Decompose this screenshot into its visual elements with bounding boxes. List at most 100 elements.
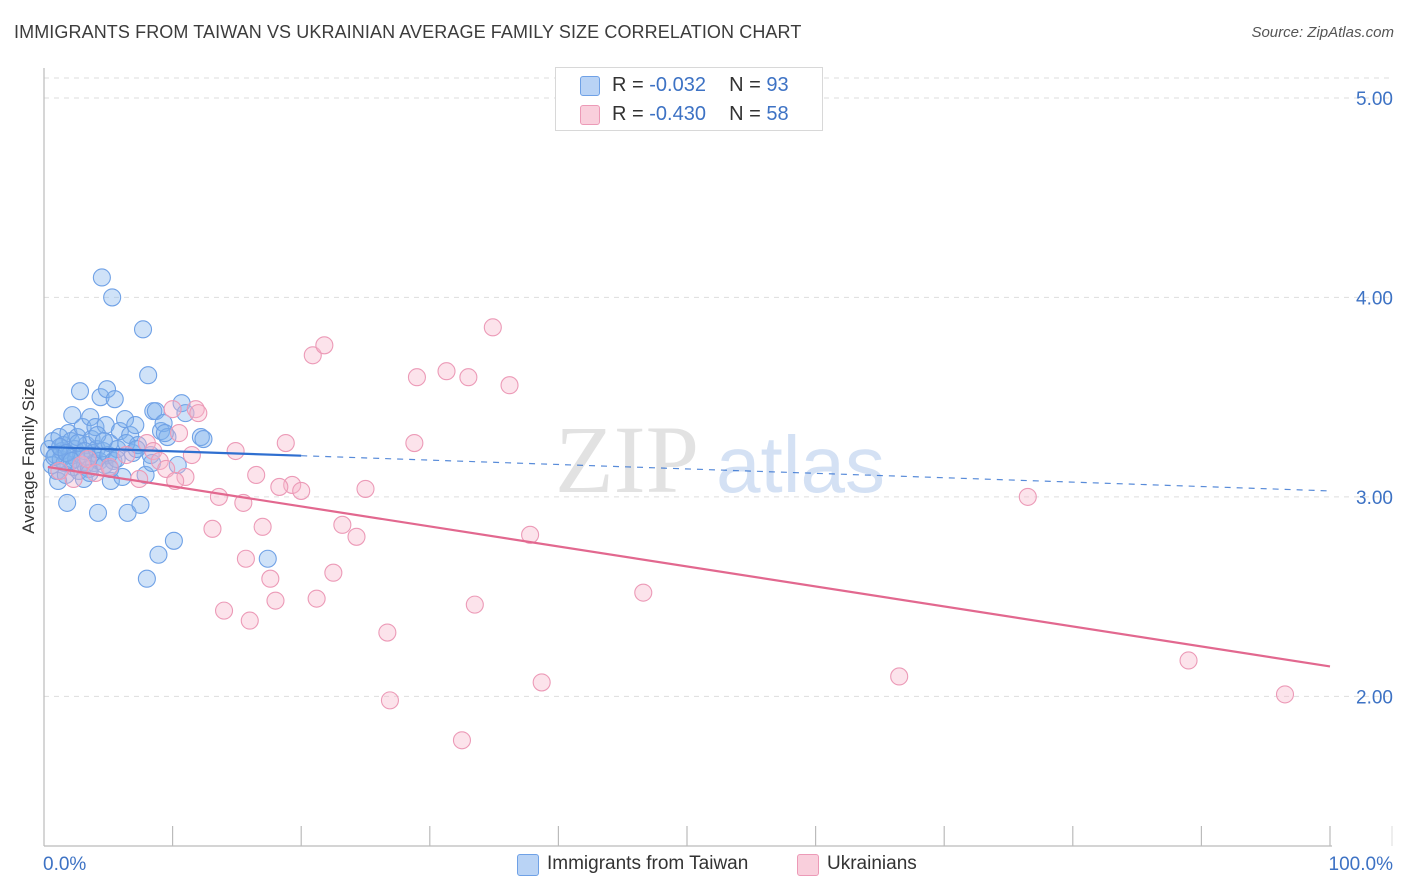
data-point (137, 569, 156, 588)
data-point (70, 382, 90, 401)
data-point (105, 390, 124, 409)
legend-swatch-taiwan (517, 854, 539, 876)
data-point (247, 465, 266, 485)
data-point (333, 515, 352, 534)
data-point (483, 318, 502, 337)
data-point (103, 288, 122, 307)
data-point (236, 549, 255, 568)
stats-swatch-taiwan (580, 76, 600, 96)
data-point (500, 376, 519, 395)
data-point (58, 493, 77, 512)
stats-r-value: -0.430 (649, 103, 706, 125)
stats-text-ukrainians: R = -0.430 N = 58 (612, 99, 789, 129)
data-point (164, 531, 183, 550)
data-point (1179, 651, 1198, 670)
data-point (292, 481, 311, 500)
watermark-zip: ZIP (555, 406, 699, 513)
data-point (97, 380, 117, 399)
data-point (131, 495, 150, 514)
data-point (380, 691, 399, 710)
watermark: ZIP atlas (555, 406, 885, 513)
data-point (1018, 487, 1037, 506)
stats-n-value: 93 (766, 74, 789, 96)
data-point (155, 424, 174, 443)
y-tick-label: 4.00 (1356, 288, 1393, 309)
y-axis-label: Average Family Size (19, 378, 38, 534)
watermark-atlas: atlas (716, 420, 885, 509)
x-tick-label: 100.0% (1329, 854, 1394, 875)
data-point (356, 479, 375, 498)
y-tick-label: 5.00 (1356, 89, 1393, 110)
data-point (94, 432, 113, 451)
data-point (324, 563, 343, 582)
tick-labels: 2.00 3.00 4.00 5.00 0.0% 100.0% (43, 89, 1393, 875)
trendline-ukrainians (47, 465, 1331, 668)
y-tick-label: 3.00 (1356, 488, 1393, 509)
data-point (63, 406, 82, 425)
data-point (191, 428, 210, 447)
data-point (1275, 685, 1295, 704)
legend-label-taiwan: Immigrants from Taiwan (547, 853, 749, 874)
data-point (133, 320, 153, 339)
data-point (266, 591, 285, 610)
stats-text-taiwan: R = -0.032 N = 93 (612, 70, 789, 100)
series-taiwan-points (40, 268, 277, 588)
trendline-taiwan-dashed (301, 455, 1331, 492)
data-point (226, 441, 245, 461)
data-point (115, 410, 135, 429)
axes (43, 68, 1393, 847)
data-point (378, 623, 397, 642)
y-tick-label: 2.00 (1356, 687, 1393, 708)
stats-box: R = -0.032 N = 93 R = -0.430 N = 58 (555, 67, 823, 131)
data-point (126, 416, 145, 435)
series-ukrainians-points (50, 318, 1295, 750)
grid-lines (44, 77, 1392, 697)
stats-n-label: N = (729, 103, 761, 125)
data-point (270, 477, 289, 496)
data-point (452, 731, 472, 750)
legend-swatch-ukrainians (797, 854, 819, 876)
data-point (307, 589, 326, 608)
data-point (81, 408, 100, 427)
data-point (405, 433, 424, 453)
stats-n-label: N = (729, 74, 761, 96)
data-point (407, 368, 426, 387)
data-point (88, 503, 108, 522)
data-point (209, 487, 228, 506)
trend-lines (47, 445, 1331, 668)
data-point (118, 503, 137, 522)
data-point (303, 346, 322, 365)
data-point (149, 545, 168, 564)
stats-n-value: 58 (766, 103, 789, 125)
data-point (347, 527, 366, 546)
stats-r-label: R = (612, 74, 644, 96)
legend-label-ukrainians: Ukrainians (827, 853, 917, 874)
data-point (62, 451, 81, 471)
data-point (890, 667, 909, 686)
data-point (240, 611, 259, 630)
data-point (169, 424, 189, 443)
data-point (139, 366, 158, 385)
data-point (465, 595, 484, 614)
data-point (532, 673, 551, 692)
data-point (100, 457, 119, 477)
trendline-taiwan-solid (47, 445, 302, 457)
stats-r-value: -0.032 (649, 74, 706, 96)
data-point (276, 433, 295, 453)
data-point (130, 469, 149, 489)
data-point (253, 517, 272, 536)
data-point (182, 445, 201, 465)
data-point (92, 268, 111, 287)
data-point (214, 601, 234, 620)
data-point (176, 467, 195, 487)
stats-r-label: R = (612, 103, 644, 125)
data-point (261, 569, 280, 588)
stats-swatch-ukrainians (580, 105, 600, 125)
data-point (189, 404, 208, 423)
data-point (163, 400, 182, 419)
x-tick-label: 0.0% (43, 854, 86, 875)
data-point (258, 549, 277, 568)
data-point (194, 430, 213, 449)
chart-title: IMMIGRANTS FROM TAIWAN VS UKRAINIAN AVER… (14, 22, 802, 42)
